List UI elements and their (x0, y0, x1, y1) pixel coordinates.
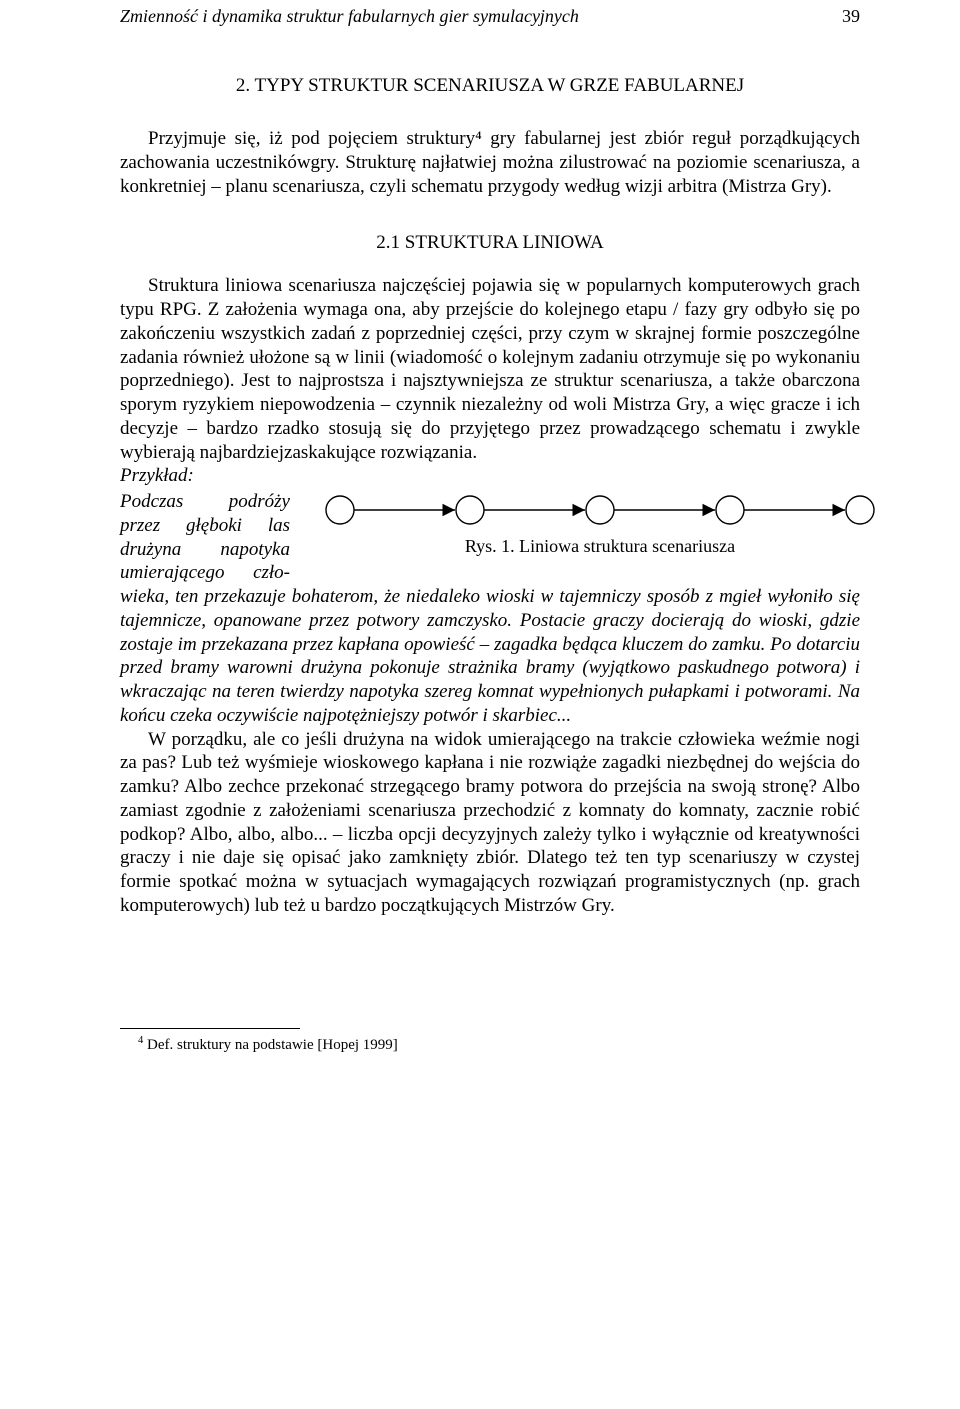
footnote-text: Def. struktury na podstawie [Hopej 1999] (143, 1037, 398, 1053)
page: Zmienność i dynamika struktur fabularnyc… (0, 0, 960, 1409)
footnote: 4 Def. struktury na podstawie [Hopej 199… (120, 1035, 860, 1054)
linear-diagram-svg (314, 490, 886, 530)
example-label: Przykład: (120, 464, 860, 488)
figure-linear-structure: Rys. 1. Liniowa struktura scenariusza (314, 490, 886, 557)
example-row: Podczas podróży przez głęboki las drużyn… (120, 490, 860, 585)
example-word: głęboki (186, 514, 242, 538)
example-word: drużyna (120, 538, 181, 562)
footnote-rule (120, 1028, 300, 1029)
example-left-column: Podczas podróży przez głęboki las drużyn… (120, 490, 290, 585)
example-word: podróży (229, 490, 290, 514)
example-word: przez (120, 514, 160, 538)
example-word: napotyka (220, 538, 290, 562)
subsection-body: Struktura liniowa scenariusza najczęście… (120, 274, 860, 464)
subsection-heading: 2.1 STRUKTURA LINIOWA (120, 232, 860, 254)
example-word: umierającego (120, 561, 224, 585)
section-intro: Przyjmuje się, iż pod pojęciem struktury… (120, 127, 860, 198)
figure-caption: Rys. 1. Liniowa struktura scenariusza (465, 536, 735, 557)
running-title: Zmienność i dynamika struktur fabularnyc… (120, 6, 579, 27)
example-body: wieka, ten przekazuje bohaterom, że nied… (120, 585, 860, 728)
example-word: las (268, 514, 290, 538)
section-heading: 2. TYPY STRUKTUR SCENARIUSZA W GRZE FABU… (120, 75, 860, 97)
example-word: Podczas (120, 490, 183, 514)
followup-paragraph: W porządku, ale co jeśli drużyna na wido… (120, 728, 860, 918)
page-number: 39 (842, 6, 860, 27)
example-word: czło- (253, 561, 290, 585)
running-head: Zmienność i dynamika struktur fabularnyc… (120, 0, 860, 27)
